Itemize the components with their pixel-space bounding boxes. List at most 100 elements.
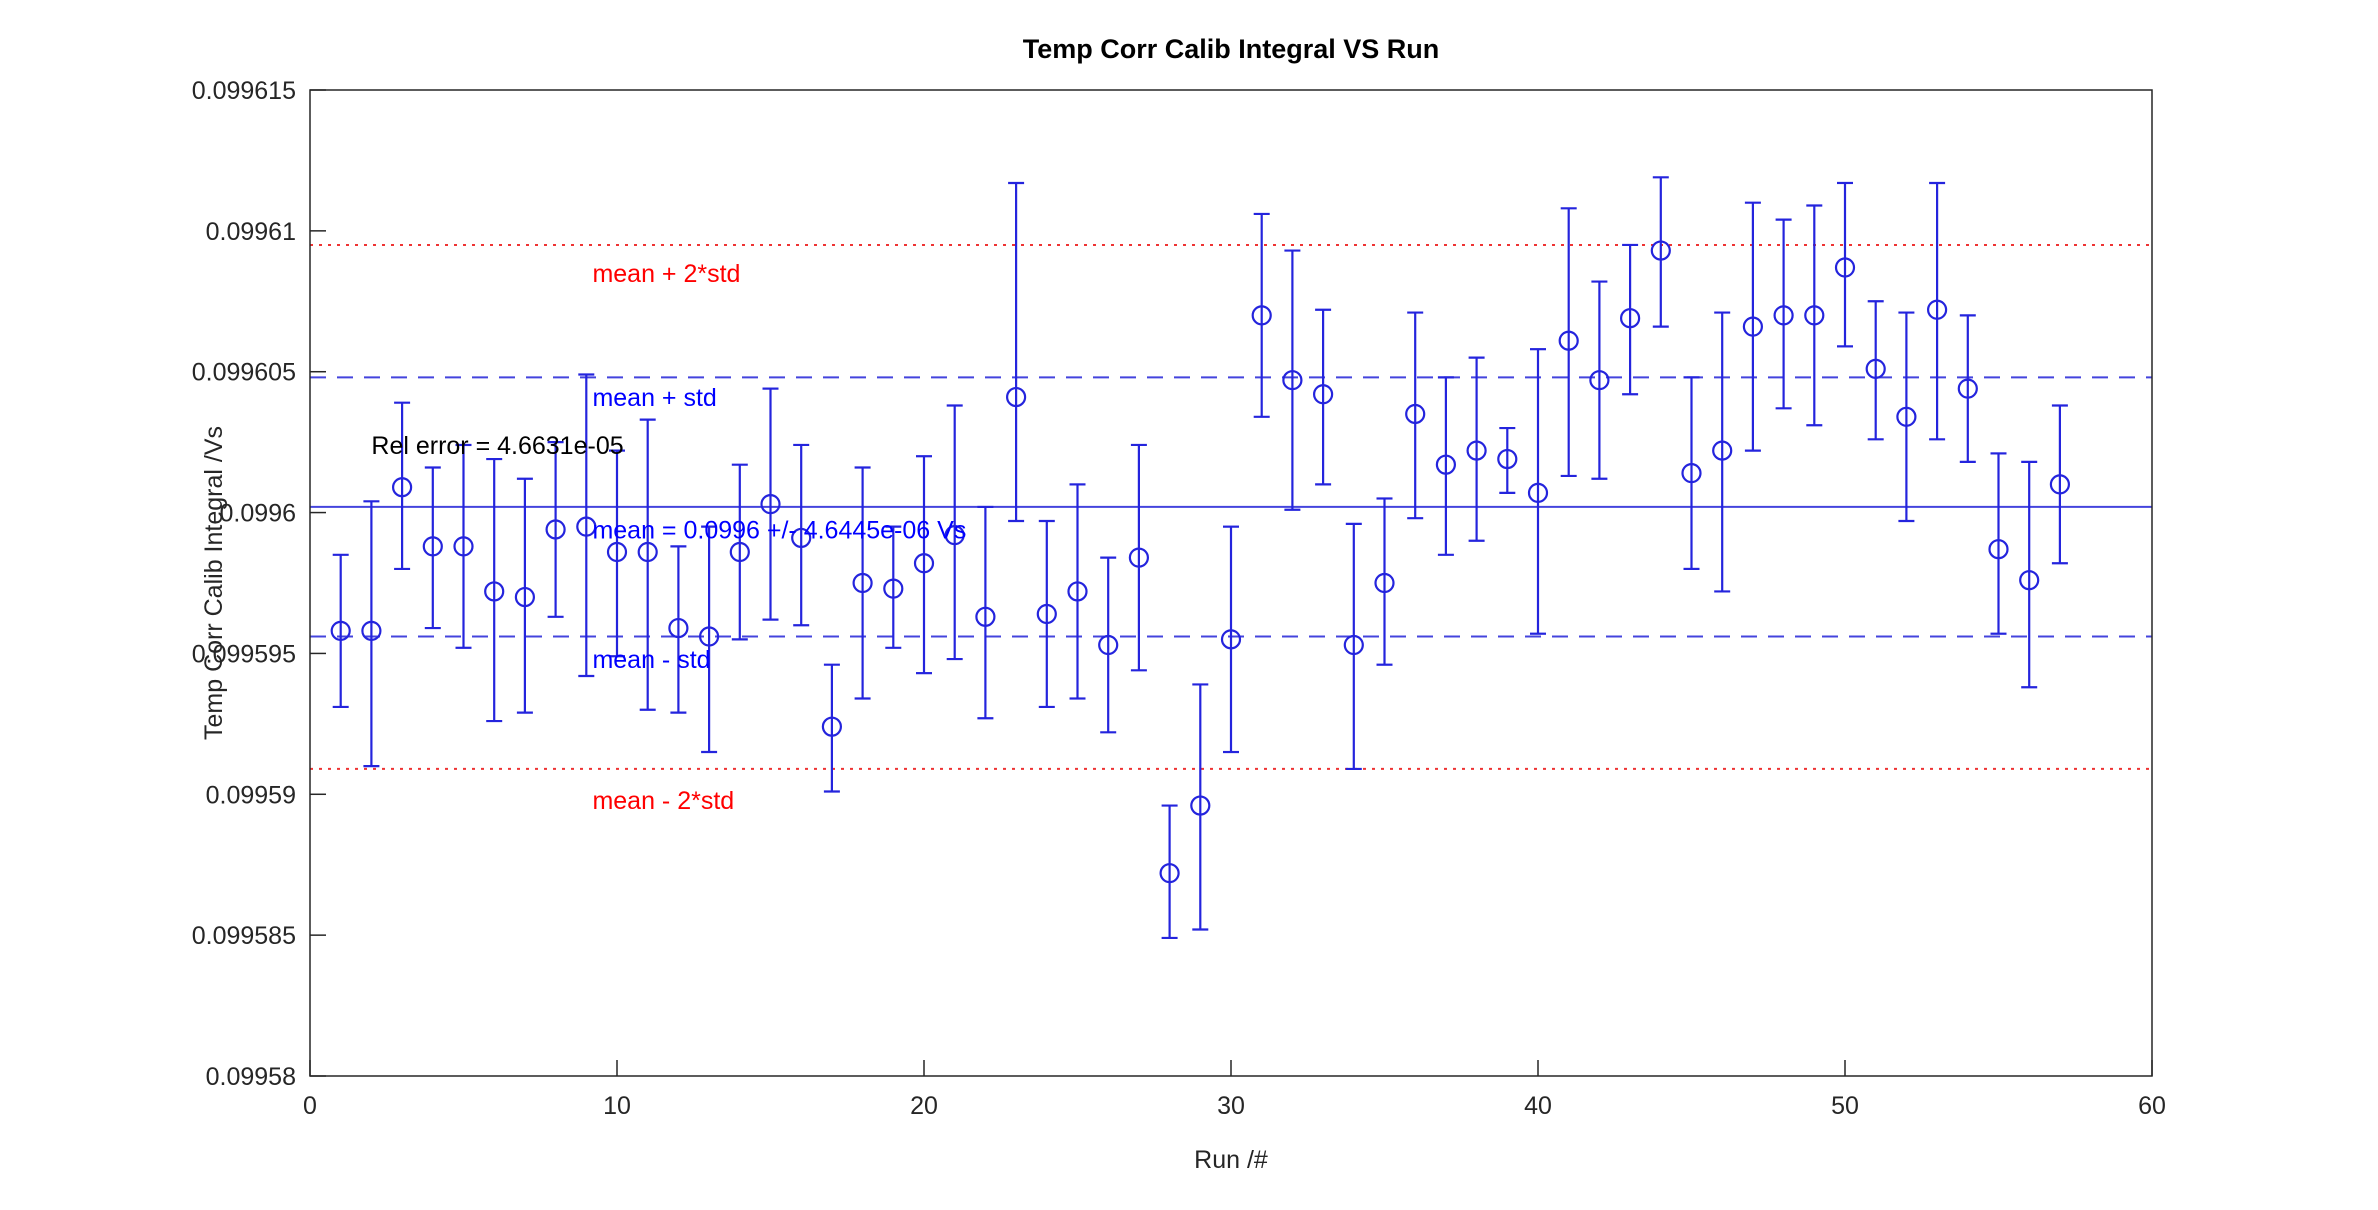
data-point-run-10 <box>606 541 628 563</box>
data-point-run-39 <box>1497 448 1518 470</box>
data-point-run-56 <box>2019 570 2040 591</box>
mean-value-label: mean = 0.0996 +/- 4.6445e-06 Vs <box>592 516 966 544</box>
data-point-run-32 <box>1282 370 1303 391</box>
errorbar-run-13 <box>698 525 720 754</box>
y-axis-label: Temp Corr Calib Integral /Vs <box>200 426 228 740</box>
data-point-run-28 <box>1159 863 1180 884</box>
series-calib-integral-vs-run <box>330 176 2070 940</box>
errorbar-run-10 <box>606 449 628 658</box>
errorbar-run-45 <box>1681 376 1702 571</box>
errorbar-run-22 <box>975 505 996 720</box>
data-point-run-9 <box>576 516 597 537</box>
errorbar-run-35 <box>1374 497 1395 666</box>
data-point-run-33 <box>1312 384 1334 405</box>
errorbar-run-57 <box>2049 404 2070 565</box>
errorbar-run-42 <box>1589 280 1610 480</box>
data-point-run-54 <box>1957 378 1978 399</box>
data-point-run-17 <box>821 716 843 737</box>
y-tick-label: 0.0996 <box>220 500 296 528</box>
errorbar-run-30 <box>1220 525 1242 754</box>
data-point-run-11 <box>637 541 658 563</box>
errorbar-run-25 <box>1067 483 1088 700</box>
data-point-run-35 <box>1374 572 1395 594</box>
data-point-run-22 <box>975 606 996 627</box>
errorbar-run-15 <box>760 387 781 621</box>
errorbar-run-44 <box>1650 176 1671 328</box>
data-point-run-37 <box>1435 454 1457 475</box>
errorbar-run-16 <box>791 443 812 627</box>
errorbar-run-8 <box>545 441 566 618</box>
data-point-run-27 <box>1128 547 1150 568</box>
errorbar-run-39 <box>1497 426 1518 494</box>
errorbar-run-54 <box>1957 314 1978 463</box>
mean-plus-std-label: mean + std <box>592 384 716 412</box>
data-point-run-50 <box>1834 257 1856 278</box>
data-point-run-1 <box>330 620 351 641</box>
errorbar-run-11 <box>637 418 658 711</box>
data-point-run-15 <box>760 494 781 515</box>
errorbar-run-6 <box>484 457 505 723</box>
data-point-run-16 <box>791 527 812 549</box>
errorbar-run-31 <box>1251 212 1272 418</box>
data-point-run-19 <box>883 578 904 599</box>
data-point-run-41 <box>1558 330 1579 351</box>
data-point-run-48 <box>1773 305 1794 326</box>
x-tick-label: 20 <box>910 1092 938 1120</box>
errorbar-run-56 <box>2019 460 2040 689</box>
mean-plus-2std-label: mean + 2*std <box>592 260 740 288</box>
data-point-run-26 <box>1098 634 1119 656</box>
data-point-run-55 <box>1988 539 2009 560</box>
data-point-run-57 <box>2049 474 2070 495</box>
errorbar-run-20 <box>913 455 935 675</box>
x-tick-label: 60 <box>2138 1092 2166 1120</box>
data-point-run-31 <box>1251 305 1272 326</box>
data-point-run-3 <box>392 477 413 498</box>
x-tick-label: 30 <box>1217 1092 1245 1120</box>
x-tick-label: 40 <box>1524 1092 1552 1120</box>
data-point-run-47 <box>1742 316 1764 337</box>
errorbar-run-23 <box>1005 181 1027 523</box>
errorbar-run-48 <box>1773 218 1794 410</box>
y-tick-label: 0.09959 <box>206 781 296 809</box>
errorbar-run-17 <box>821 663 843 793</box>
errorbar-run-21 <box>944 404 965 661</box>
data-point-run-52 <box>1896 406 1917 427</box>
errorbar-run-4 <box>422 466 443 630</box>
mean-minus-std-label: mean - std <box>592 646 710 674</box>
y-tick-label: 0.099615 <box>192 77 296 105</box>
data-point-run-7 <box>514 586 536 608</box>
data-point-run-21 <box>944 525 965 546</box>
data-point-run-23 <box>1005 386 1027 408</box>
data-point-run-12 <box>668 617 689 639</box>
errorbar-run-26 <box>1098 556 1119 734</box>
data-point-run-6 <box>484 581 505 602</box>
errorbar-run-7 <box>514 477 536 714</box>
errorbar-run-9 <box>576 373 597 678</box>
y-tick-label: 0.099595 <box>192 640 296 668</box>
data-point-run-45 <box>1681 463 1702 484</box>
data-point-run-36 <box>1405 403 1426 425</box>
rel-error-label: Rel error = 4.6631e-05 <box>371 432 623 460</box>
errorbar-run-47 <box>1742 201 1764 452</box>
errorbar-run-50 <box>1834 181 1856 348</box>
errorbar-run-38 <box>1466 356 1487 542</box>
data-point-run-4 <box>422 536 443 557</box>
errorbar-run-2 <box>361 500 382 768</box>
errorbar-run-19 <box>883 525 904 649</box>
data-point-run-24 <box>1036 603 1057 625</box>
mean-minus-2std-label: mean - 2*std <box>592 787 734 815</box>
errorbar-run-24 <box>1036 519 1057 709</box>
errorbar-run-18 <box>852 466 873 700</box>
y-axis: 0.09958 0.099585 0.09959 0.099595 0.0996 0.09… <box>192 77 326 1091</box>
errorbar-run-40 <box>1527 348 1549 635</box>
data-point-run-38 <box>1466 440 1487 461</box>
errorbar-run-28 <box>1159 804 1180 940</box>
data-point-run-13 <box>698 626 720 647</box>
data-point-run-25 <box>1067 581 1088 602</box>
data-point-run-14 <box>729 541 750 563</box>
errorbar-run-36 <box>1405 311 1426 520</box>
chart-title: Temp Corr Calib Integral VS Run <box>1023 34 1440 64</box>
errorbar-run-33 <box>1312 308 1334 486</box>
errorbar-run-34 <box>1343 522 1364 771</box>
